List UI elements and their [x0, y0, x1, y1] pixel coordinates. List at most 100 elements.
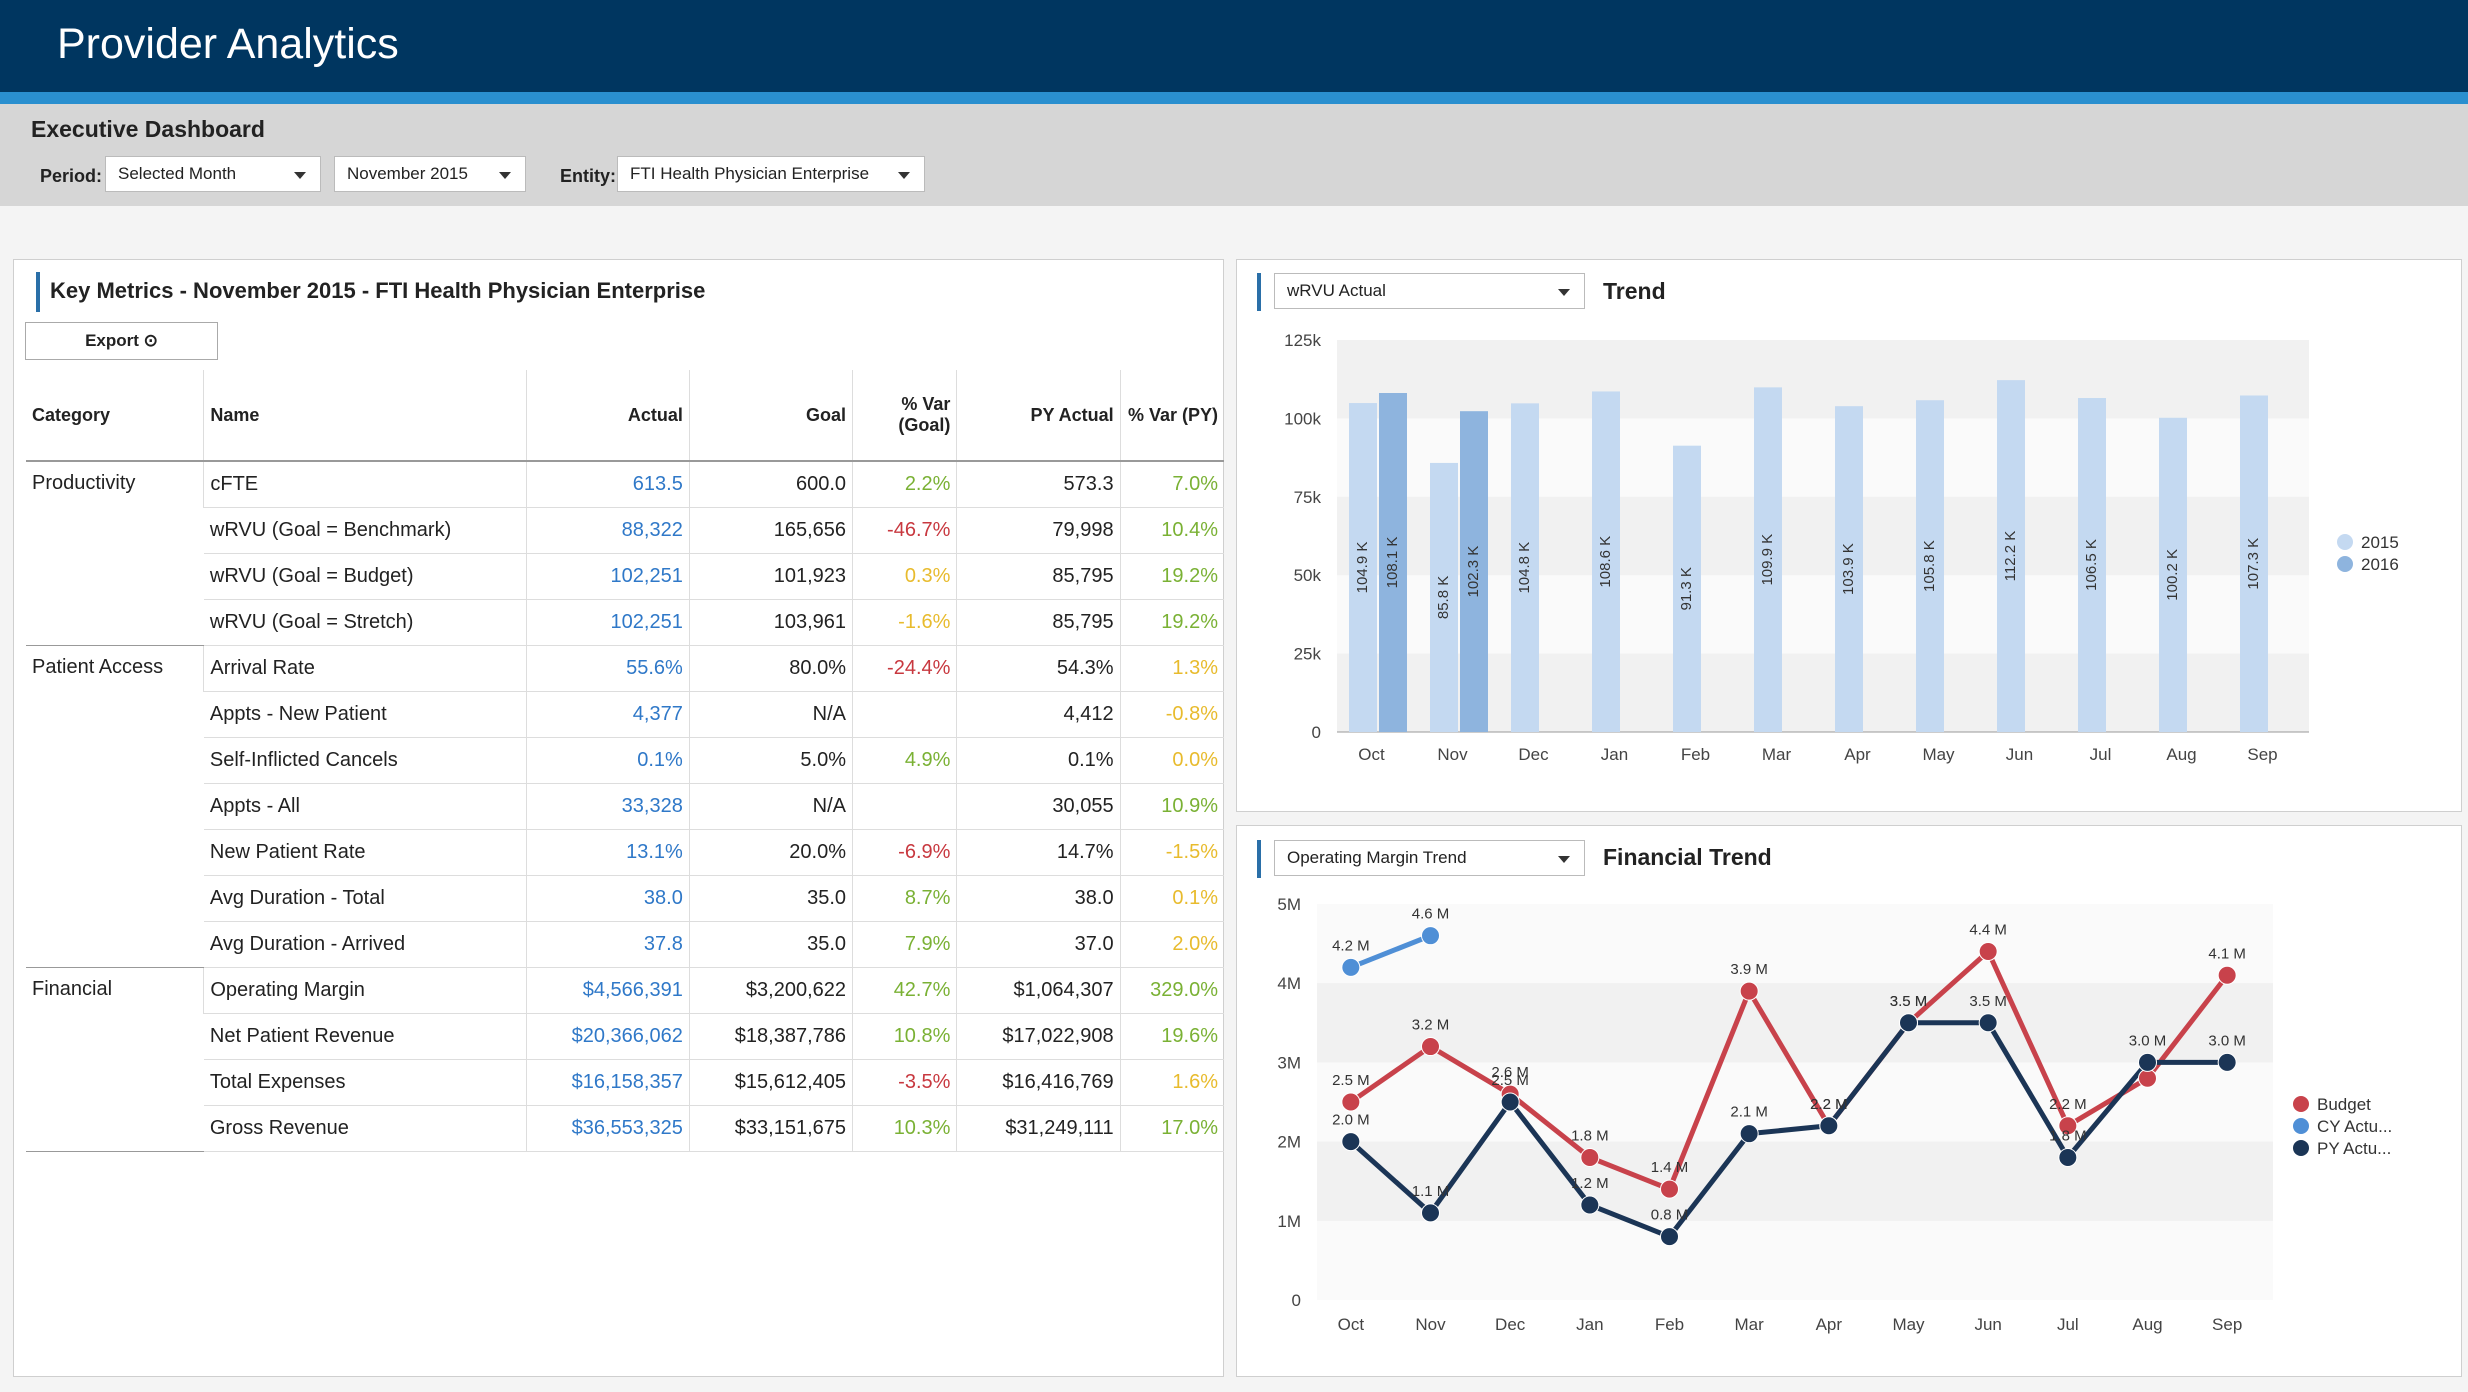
column-header-name[interactable]: Name	[203, 370, 527, 462]
period-select[interactable]: Selected Month	[105, 156, 321, 192]
entity-select[interactable]: FTI Health Physician Enterprise	[617, 156, 925, 192]
grid-band	[1317, 1141, 2273, 1221]
point-Budget-Mar[interactable]	[1739, 981, 1759, 1001]
bar-2015-May[interactable]	[1916, 400, 1944, 732]
point-PY Actu...-Dec[interactable]	[1500, 1092, 1520, 1112]
actual-value-cell[interactable]: 88,322	[525, 507, 690, 554]
financial-line-chart: 0 1M 2M 3M 4M 5M 2.5 M 3.2 M 2.6 M 1.8 M 1.4 M 3.9 …	[1277, 895, 2392, 1334]
x-tick-label: Feb	[1655, 1315, 1684, 1334]
financial-metric-select[interactable]: Operating Margin Trend	[1274, 840, 1585, 876]
panel-accent	[1257, 273, 1261, 311]
x-tick-label: Jan	[1576, 1315, 1603, 1334]
bar-2015-Apr[interactable]	[1835, 406, 1863, 732]
point-PY Actu...-Oct[interactable]	[1341, 1132, 1361, 1152]
point-PY Actu...-Aug[interactable]	[2138, 1052, 2157, 1072]
series-line-PY Actu...	[1349, 1020, 2228, 1240]
point-PY Actu...-Jan[interactable]	[1580, 1195, 1600, 1215]
point-CY Actu...-Nov[interactable]	[1421, 926, 1440, 946]
bar-2015-Nov[interactable]	[1430, 462, 1458, 732]
legend-label-2016[interactable]: 2016	[2361, 555, 2399, 574]
bar-2015-Dec[interactable]	[1511, 403, 1539, 732]
column-header-actual[interactable]: Actual	[525, 370, 690, 462]
actual-value-cell[interactable]: 37.8	[525, 921, 690, 968]
goal-value-cell: 35.0	[688, 921, 853, 968]
var-py-cell: -0.8%	[1119, 691, 1224, 738]
actual-value-cell[interactable]: 38.0	[525, 875, 690, 922]
month-select[interactable]: November 2015	[334, 156, 526, 192]
y-tick-label: 3M	[1277, 1053, 1301, 1072]
point-Budget-Sep[interactable]	[2217, 965, 2237, 985]
x-tick-label: Feb	[1681, 745, 1710, 764]
legend-label[interactable]: CY Actu...	[2317, 1117, 2392, 1136]
actual-value-cell[interactable]: 55.6%	[525, 645, 690, 692]
series-line-Budget	[1349, 947, 2230, 1193]
column-header-goal[interactable]: Goal	[688, 370, 853, 462]
bar-2015-Oct[interactable]	[1349, 403, 1377, 732]
bar-data-label: 85.8 K	[1435, 576, 1452, 619]
bar-2015-Aug[interactable]	[2159, 417, 2187, 732]
legend-marker-Budget	[2293, 1096, 2309, 1112]
var-goal-cell: 4.9%	[852, 737, 957, 784]
legend-label[interactable]: PY Actu...	[2317, 1139, 2391, 1158]
point-Budget-Jan[interactable]	[1580, 1147, 1600, 1167]
var-py-cell: 19.2%	[1119, 599, 1224, 646]
var-py-cell: 17.0%	[1119, 1105, 1224, 1152]
panel-accent	[36, 272, 40, 312]
var-goal-cell: 0.3%	[852, 553, 957, 600]
point-PY Actu...-Jul[interactable]	[2058, 1147, 2078, 1167]
actual-value-cell[interactable]: 102,251	[525, 599, 690, 646]
column-header-var-py[interactable]: % Var (PY)	[1119, 370, 1224, 462]
entity-label: Entity:	[560, 166, 616, 186]
bar-2016-Nov[interactable]	[1460, 411, 1488, 732]
trend-metric-select[interactable]: wRVU Actual	[1274, 273, 1585, 309]
actual-value-cell[interactable]: 33,328	[525, 783, 690, 830]
metrics-table-body: Productivity cFTE 613.5 600.0 2.2% 573.3 7.0% w…	[26, 461, 1224, 1152]
point-PY Actu...-May[interactable]	[1899, 1013, 1918, 1033]
bar-2015-Jul[interactable]	[2078, 398, 2106, 732]
point-PY Actu...-Mar[interactable]	[1739, 1124, 1759, 1144]
actual-value-cell[interactable]: $36,553,325	[525, 1105, 690, 1152]
metric-name-cell: Arrival Rate	[203, 645, 527, 692]
actual-value-cell[interactable]: $4,566,391	[525, 967, 690, 1014]
export-button[interactable]: Export ⊙	[25, 322, 218, 360]
point-Budget-Oct[interactable]	[1341, 1092, 1361, 1112]
point-Budget-Feb[interactable]	[1660, 1179, 1679, 1199]
actual-value-cell[interactable]: 0.1%	[525, 737, 690, 784]
bar-2015-Feb[interactable]	[1673, 445, 1701, 732]
point-Budget-Aug[interactable]	[2138, 1068, 2157, 1088]
actual-value-cell[interactable]: 613.5	[525, 461, 690, 508]
bar-2015-Sep[interactable]	[2240, 395, 2268, 732]
actual-value-cell[interactable]: 13.1%	[525, 829, 690, 876]
legend-label[interactable]: Budget	[2317, 1095, 2371, 1114]
column-header-var-goal[interactable]: % Var (Goal)	[852, 370, 957, 462]
actual-value-cell[interactable]: 102,251	[525, 553, 690, 600]
bar-2015-Jan[interactable]	[1592, 391, 1620, 732]
metric-name-cell: Avg Duration - Total	[203, 875, 527, 922]
point-Budget-Nov[interactable]	[1421, 1037, 1440, 1057]
trend-metric-value: wRVU Actual	[1287, 281, 1386, 300]
point-CY Actu...-Oct[interactable]	[1341, 957, 1361, 977]
actual-value-cell[interactable]: 4,377	[525, 691, 690, 738]
goal-value-cell: $15,612,405	[688, 1059, 853, 1106]
bar-data-label: 91.3 K	[1678, 567, 1695, 610]
bar-2015-Mar[interactable]	[1754, 387, 1782, 732]
bar-2015-Jun[interactable]	[1997, 380, 2025, 732]
point-PY Actu...-Jun[interactable]	[1978, 1013, 1998, 1033]
point-PY Actu...-Sep[interactable]	[2217, 1052, 2237, 1072]
column-header-category[interactable]: Category	[26, 370, 204, 462]
point-Budget-Jun[interactable]	[1978, 942, 1998, 962]
actual-value-cell[interactable]: $16,158,357	[525, 1059, 690, 1106]
point-PY Actu...-Nov[interactable]	[1421, 1203, 1440, 1223]
goal-value-cell: 101,923	[688, 553, 853, 600]
column-header-py-actual[interactable]: PY Actual	[956, 370, 1121, 462]
bar-data-label: 109.9 K	[1759, 534, 1776, 586]
trend-title: Trend	[1603, 278, 1666, 304]
bar-2016-Oct[interactable]	[1379, 392, 1407, 732]
actual-value-cell[interactable]: $20,366,062	[525, 1013, 690, 1060]
point-PY Actu...-Apr[interactable]	[1819, 1116, 1839, 1136]
legend-label-2015[interactable]: 2015	[2361, 533, 2399, 552]
point-PY Actu...-Feb[interactable]	[1660, 1227, 1679, 1247]
var-goal-cell: 7.9%	[852, 921, 957, 968]
point-Budget-Jul[interactable]	[2058, 1116, 2078, 1136]
py-actual-cell: $31,249,111	[956, 1105, 1121, 1152]
